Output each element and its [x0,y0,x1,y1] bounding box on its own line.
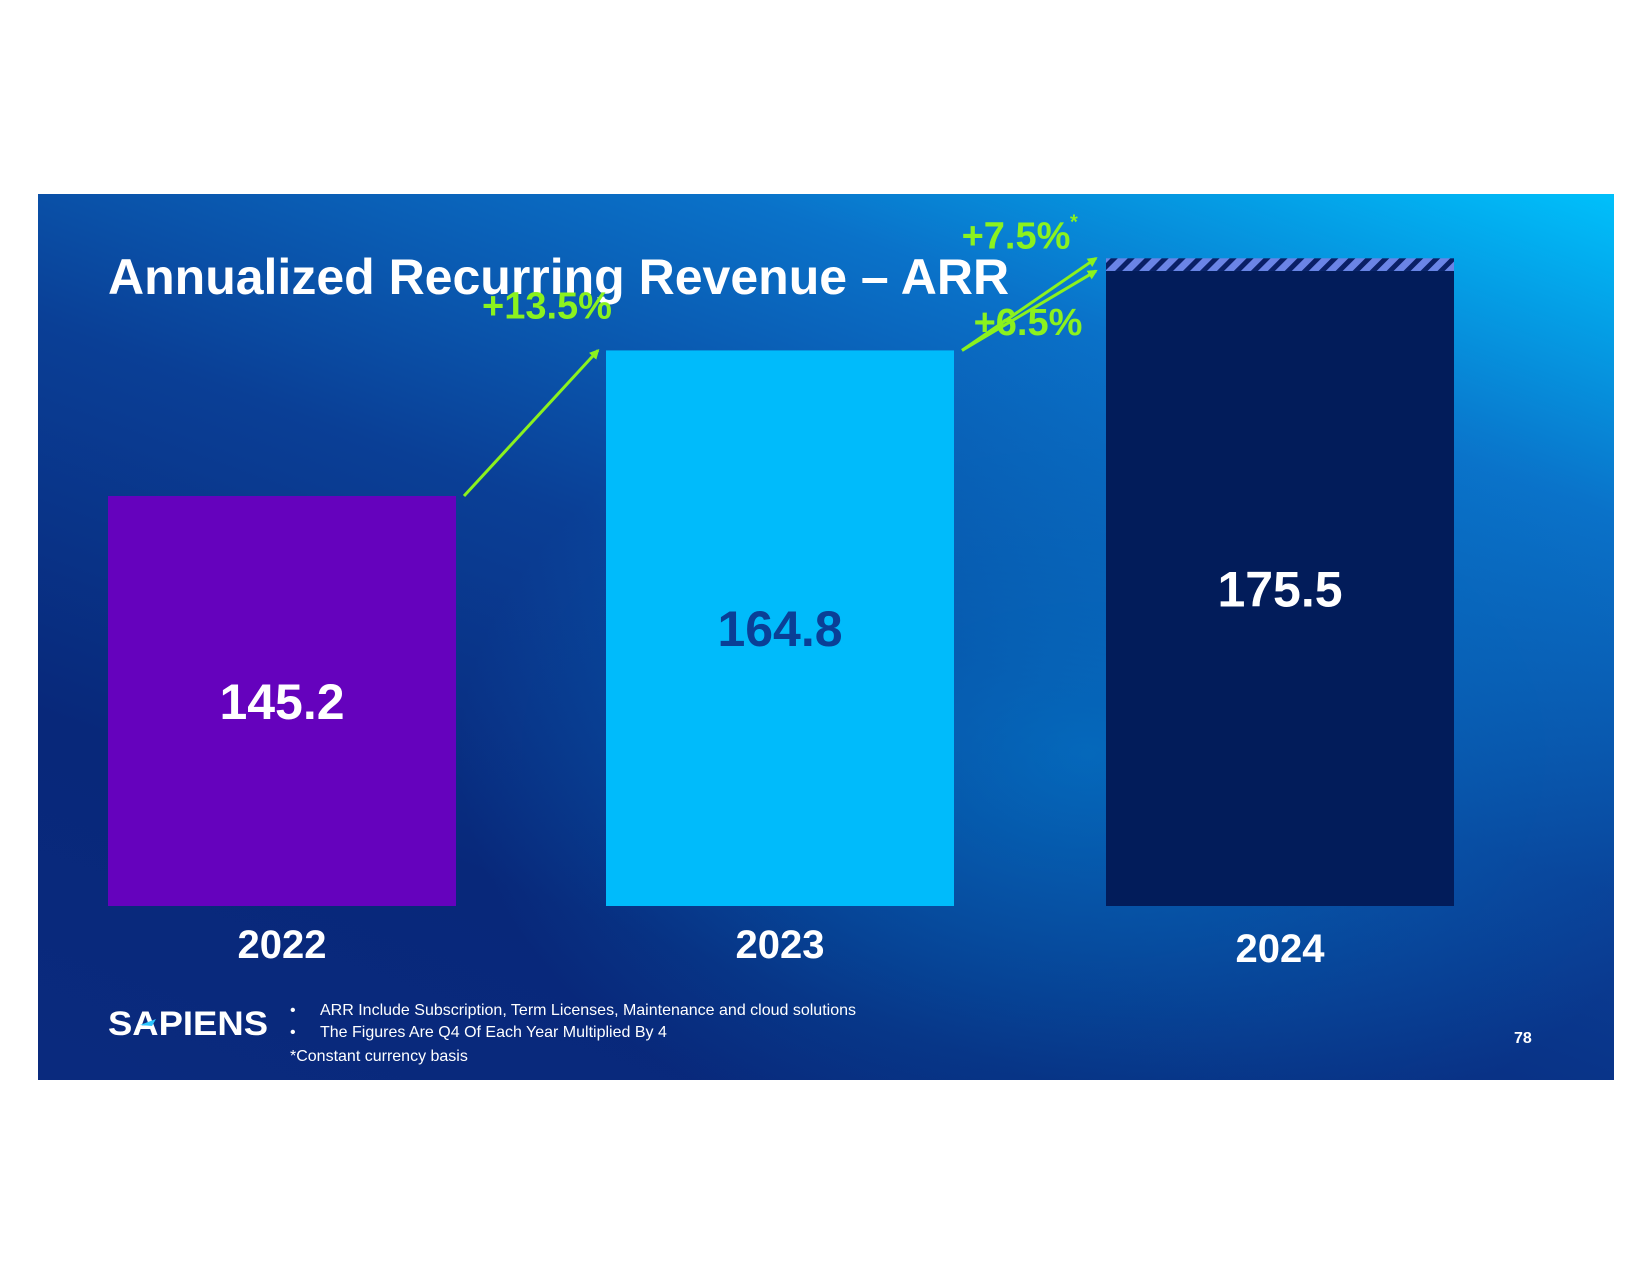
logo-text: SAPIENS [108,1005,268,1042]
bar-value-label: 145.2 [219,674,344,730]
bullet: • [290,1002,296,1019]
sapiens-logo-mark: SAPIENS [108,1005,268,1043]
bar-value-label: 164.8 [717,601,842,657]
category-label: 2022 [238,923,327,967]
bullet: • [290,1024,296,1041]
constant-currency-note: *Constant currency basis [290,1048,468,1065]
growth-label-6-5: +6.5% [974,302,1083,344]
footnote-text: ARR Include Subscription, Term Licenses,… [320,1002,856,1019]
footnote-item: • ARR Include Subscription, Term License… [290,1000,856,1022]
footnote-text: The Figures Are Q4 Of Each Year Multipli… [320,1024,667,1041]
bar-2022 [108,496,456,906]
bar-2024 [1106,270,1454,906]
bar-2024-constant-currency-extension [1106,258,1454,271]
category-label: 2024 [1236,927,1326,971]
growth-arrow-2022-2023 [462,348,600,498]
sapiens-logo: SAPIENS [108,1002,270,1043]
logo-accent-icon [140,1019,156,1026]
footnote-item: • The Figures Are Q4 Of Each Year Multip… [290,1022,856,1044]
growth-arrow-2023-2024-constant [961,257,1098,352]
page-number: 78 [1514,1030,1532,1047]
slide: Annualized Recurring Revenue – ARR 145.2… [38,194,1614,1080]
slide-title: Annualized Recurring Revenue – ARR [108,249,1010,305]
bar-value-label: 175.5 [1217,561,1342,617]
arr-bar-chart: 145.2 2022 164.8 2023 175.5 2024 +13.5% +7.5% * +… [108,211,1454,971]
category-label: 2023 [736,923,825,967]
growth-label-13-5: +13.5% [482,285,612,327]
growth-label-asterisk: * [1070,211,1078,233]
bar-2023 [606,350,954,906]
footnote-list: • ARR Include Subscription, Term License… [290,1000,856,1044]
growth-arrow-2023-2024 [961,269,1098,352]
growth-label-7-5: +7.5% [962,215,1071,257]
